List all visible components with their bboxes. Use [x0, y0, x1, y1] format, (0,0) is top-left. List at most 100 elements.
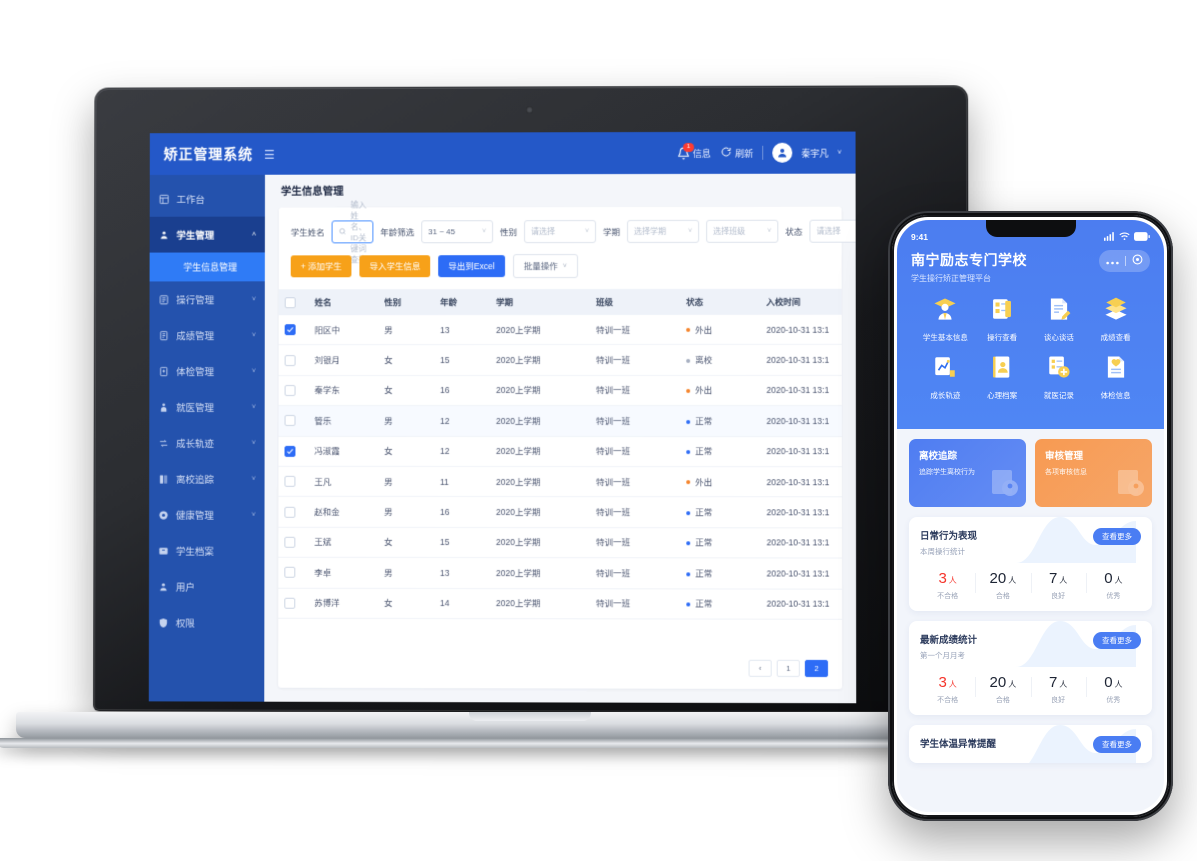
term-select[interactable]: 选择学期 ˅: [627, 219, 700, 243]
sidebar-item-growth[interactable]: 成长轨迹 ˅: [149, 425, 264, 461]
more-menu-icon[interactable]: [1106, 252, 1119, 270]
chevron-down-icon: ˅: [482, 228, 487, 236]
view-more-button[interactable]: 查看更多: [1093, 632, 1141, 649]
app-grid-item[interactable]: 体检信息: [1087, 354, 1144, 401]
select-all-checkbox[interactable]: [284, 296, 296, 308]
hamburger-icon[interactable]: ☰: [263, 147, 276, 162]
add-student-button[interactable]: + 添加学生: [290, 255, 352, 278]
table-row[interactable]: 王凡男 11 2020上学期 特训一班 外出 2020-10-31 13:1: [278, 466, 842, 498]
sidebar-item-conduct[interactable]: 操行管理 ˅: [150, 281, 265, 317]
user-name[interactable]: 秦宇凡: [801, 148, 829, 159]
app-grid-item[interactable]: 谈心谈话: [1031, 296, 1088, 343]
row-checkbox[interactable]: [284, 597, 296, 609]
export-excel-button[interactable]: 导出到Excel: [438, 255, 505, 278]
table-row[interactable]: 王斌女 15 2020上学期 特训一班 正常 2020-10-31 13:1: [278, 527, 842, 559]
filter-bar: 学生姓名 输入姓名、ID关键词查找 年龄筛选: [279, 200, 857, 264]
table-row[interactable]: 阳区中男 13 2020上学期 特训一班 外出 2020-10-31 13:1: [278, 314, 842, 346]
app-grid-item[interactable]: 成绩查看: [1087, 296, 1144, 343]
row-checkbox[interactable]: [284, 506, 296, 518]
app-grid-item[interactable]: 心理档案: [974, 354, 1031, 401]
page-prev-button[interactable]: ‹: [748, 659, 772, 677]
table-row[interactable]: 李卓男 13 2020上学期 特训一班 正常 2020-10-31 13:1: [278, 557, 842, 589]
notifications-label: 信息: [692, 148, 711, 159]
sidebar-item-student-management[interactable]: 学生管理 ˄: [149, 216, 265, 253]
row-checkbox[interactable]: [284, 567, 296, 579]
cell-term: 2020上学期: [490, 405, 591, 437]
status-indicators: [1104, 231, 1150, 243]
banner-card[interactable]: 审核管理 各项审核信息: [1035, 439, 1152, 507]
sidebar-label: 用户: [175, 582, 195, 594]
app-grid-item[interactable]: 就医记录: [1031, 354, 1088, 401]
sidebar-item-grades[interactable]: 成绩管理 ˅: [149, 317, 264, 353]
row-checkbox[interactable]: [284, 536, 296, 548]
status-dot: [686, 510, 691, 515]
cell-time: 2020-10-31 13:1: [760, 497, 842, 528]
search-input[interactable]: 输入姓名、ID关键词查找: [331, 200, 374, 264]
class-select[interactable]: 选择班级 ˅: [706, 219, 779, 243]
stat-item: 3 人不合格: [920, 674, 975, 705]
app-grid-label: 就医记录: [1043, 391, 1074, 400]
avatar[interactable]: [772, 142, 793, 163]
app-grid-item[interactable]: 学生基本信息: [917, 296, 974, 343]
medical-icon: [158, 401, 169, 412]
view-more-button[interactable]: 查看更多: [1093, 528, 1141, 545]
chevron-down-icon[interactable]: ˅: [837, 149, 842, 157]
cell-age: 11: [434, 466, 490, 497]
stat-caption: 良好: [1051, 697, 1066, 704]
close-target-icon[interactable]: [1132, 252, 1143, 270]
app-grid-item[interactable]: 成长轨迹: [917, 354, 974, 401]
view-more-button[interactable]: 查看更多: [1093, 736, 1141, 753]
col-class: 班级: [590, 288, 681, 315]
cell-class: 特训一班: [590, 466, 681, 498]
phone-device: 9:41 南宁励志专门学校: [888, 211, 1173, 821]
sidebar-item-users[interactable]: 用户: [149, 569, 264, 605]
table-row[interactable]: 刘银月女 15 2020上学期 特训一班 离校 2020-10-31 13:1: [278, 344, 842, 376]
table-row[interactable]: 苏博洋女 14 2020上学期 特训一班 正常 2020-10-31 13:1: [278, 587, 843, 620]
sidebar-label: 健康管理: [175, 510, 214, 522]
sidebar-label: 就医管理: [176, 402, 214, 414]
import-student-button[interactable]: 导入学生信息: [359, 255, 431, 278]
table-row[interactable]: 冯淑霞女 12 2020上学期 特训一班 正常 2020-10-31 13:1: [278, 435, 842, 467]
page-button-2[interactable]: 2: [804, 659, 829, 678]
table-row[interactable]: 赵和金男 16 2020上学期 特训一班 正常 2020-10-31 13:1: [278, 496, 842, 528]
batch-operation-button[interactable]: 批量操作 ˅: [512, 254, 578, 279]
row-checkbox[interactable]: [284, 385, 296, 397]
row-checkbox[interactable]: [284, 445, 296, 457]
refresh-button[interactable]: 刷新: [720, 146, 753, 160]
chevron-down-icon: ˅: [562, 262, 567, 270]
banner-card[interactable]: 离校追踪 追踪学生离校行为: [909, 439, 1026, 507]
row-checkbox-cell: [278, 587, 309, 619]
cell-status: 正常: [680, 497, 761, 528]
page-button-1[interactable]: 1: [776, 659, 800, 677]
row-checkbox[interactable]: [284, 476, 296, 488]
age-select[interactable]: 31 ~ 45 ˅: [421, 220, 494, 244]
status-select[interactable]: 请选择: [809, 219, 857, 243]
chevron-down-icon: ˅: [251, 403, 256, 411]
row-checkbox[interactable]: [284, 415, 296, 427]
sidebar-item-medical[interactable]: 就医管理 ˅: [149, 389, 264, 425]
sidebar-item-student-archive[interactable]: 学生档案: [149, 533, 264, 569]
stat-caption: 优秀: [1106, 593, 1121, 600]
app-grid-item[interactable]: 操行查看: [974, 296, 1031, 343]
sidebar-item-leave-tracking[interactable]: 离校追踪 ˅: [149, 461, 264, 497]
sidebar-label: 离校追踪: [176, 474, 214, 486]
status-dot: [686, 389, 691, 394]
row-checkbox[interactable]: [284, 354, 296, 366]
sidebar-item-workbench[interactable]: 工作台: [150, 181, 265, 217]
cell-status: 外出: [680, 466, 761, 498]
sidebar-subitem-student-info[interactable]: 学生信息管理: [149, 252, 265, 282]
notifications-button[interactable]: 1 信息: [677, 142, 711, 159]
sidebar-item-permissions[interactable]: 权限: [149, 604, 264, 640]
row-checkbox[interactable]: [284, 324, 296, 336]
table-row[interactable]: 秦学东女 16 2020上学期 特训一班 外出 2020-10-31 13:1: [278, 375, 842, 406]
stat-unit: 人: [1114, 680, 1123, 689]
gender-select[interactable]: 请选择 ˅: [524, 220, 597, 244]
miniprogram-capsule[interactable]: [1099, 250, 1150, 272]
sidebar-item-health[interactable]: 健康管理 ˅: [149, 497, 264, 533]
banner-subtitle: 追踪学生离校行为: [919, 469, 975, 476]
wave-decoration: [1016, 621, 1136, 667]
sidebar-item-physical-exam[interactable]: 体检管理 ˅: [149, 353, 264, 389]
table-row[interactable]: 管乐男 12 2020上学期 特训一班 正常 2020-10-31 13:1: [278, 405, 842, 437]
